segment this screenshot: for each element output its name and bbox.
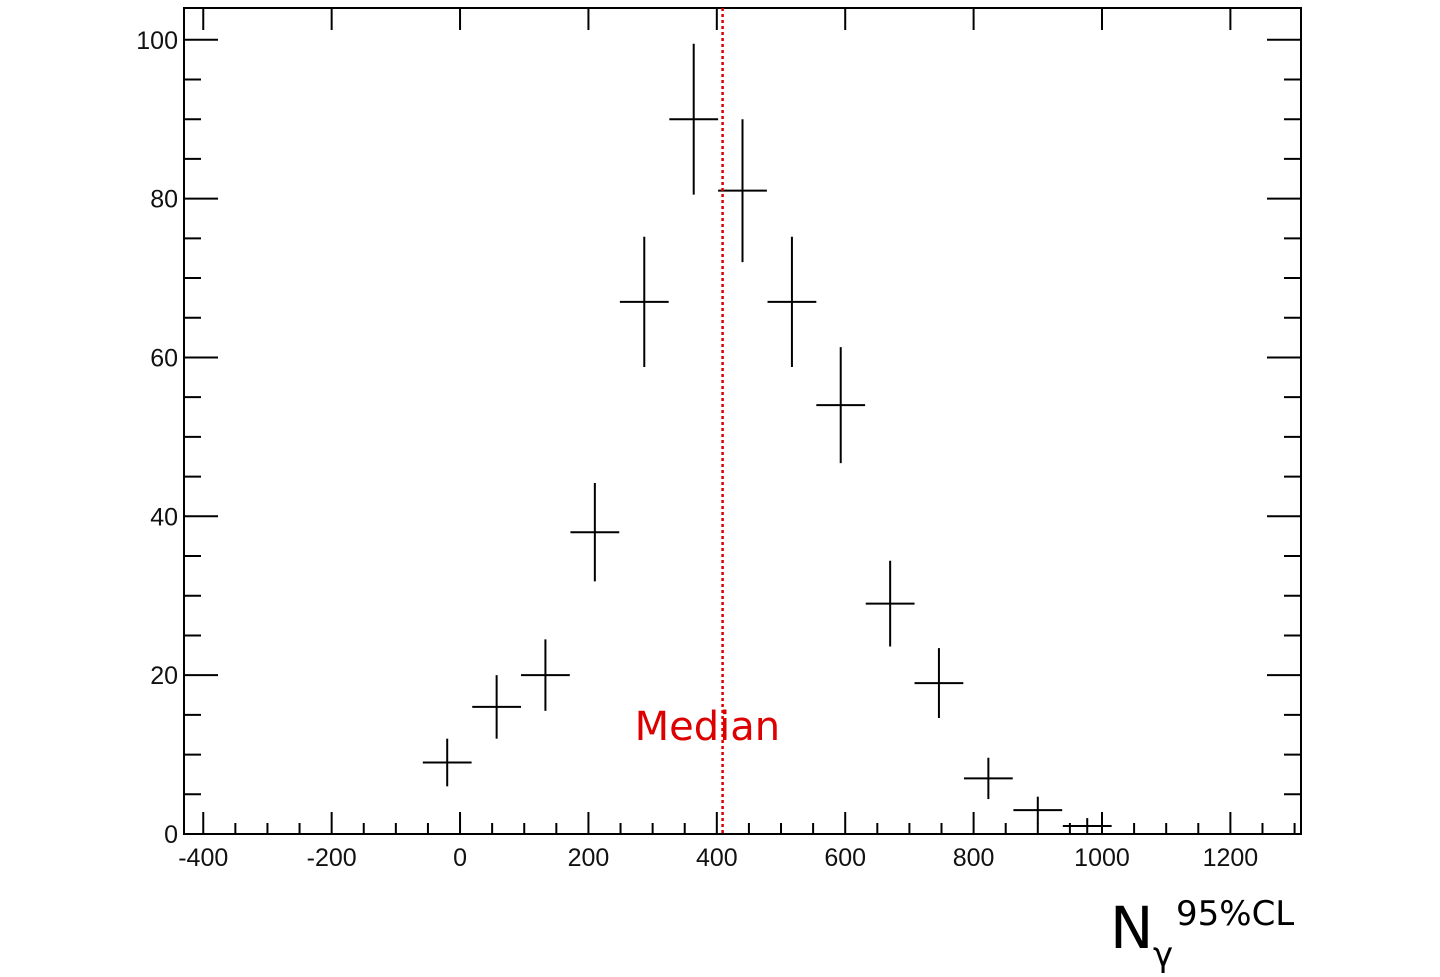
data-point [1062, 818, 1112, 834]
x-axis-label-subscript: γ [1153, 935, 1173, 975]
x-tick-label: 400 [696, 844, 738, 872]
x-axis-label-superscript: 95%CL [1176, 894, 1294, 934]
data-point [1013, 796, 1063, 824]
x-tick-label: 0 [453, 844, 467, 872]
y-tick-label: 80 [150, 186, 178, 214]
y-tick-label: 100 [136, 27, 178, 55]
y-tick-label: 0 [164, 821, 178, 849]
axis-ticks [184, 8, 1301, 835]
data-point [570, 482, 620, 582]
median-label: Median [635, 704, 781, 750]
y-tick-label: 20 [150, 662, 178, 690]
x-tick-label: 600 [824, 844, 866, 872]
y-tick-label: 40 [150, 503, 178, 531]
data-point [669, 43, 719, 195]
data-point [521, 639, 570, 711]
x-tick-label: -200 [307, 844, 357, 872]
x-tick-label: 200 [568, 844, 610, 872]
x-tick-label: 800 [953, 844, 995, 872]
x-tick-label: -400 [178, 844, 228, 872]
data-point [914, 648, 964, 719]
x-tick-label: 1000 [1074, 844, 1130, 872]
data-point [767, 236, 817, 367]
axis-tick-labels: -400 -200 0 200 400 600 800 1000 1200 0 20 40 60 80 10… [136, 27, 1258, 872]
plot-frame [183, 7, 1302, 835]
x-tick-label: 1200 [1203, 844, 1259, 872]
data-point [865, 560, 915, 647]
data-bins [422, 43, 1112, 834]
data-point [619, 236, 669, 367]
data-point [422, 738, 472, 787]
data-point [816, 347, 866, 464]
x-axis-label: N γ 95%CL [1110, 894, 1294, 975]
data-point [718, 119, 767, 263]
x-axis-label-main: N [1110, 894, 1153, 962]
data-point [472, 675, 522, 739]
y-tick-label: 60 [150, 344, 178, 372]
data-point [963, 757, 1013, 800]
